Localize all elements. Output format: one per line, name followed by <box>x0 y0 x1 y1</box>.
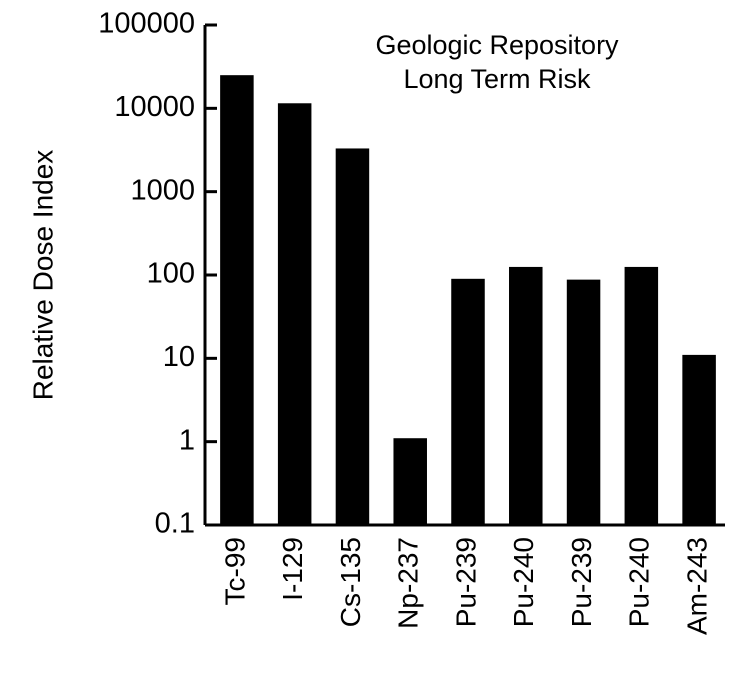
bar <box>509 266 543 525</box>
y-tick-label: 10000 <box>114 91 195 123</box>
x-tick-label: Pu-239 <box>450 537 481 627</box>
y-tick-label: 10 <box>163 341 195 373</box>
bar <box>566 279 601 525</box>
bar <box>393 438 427 525</box>
bar <box>624 266 659 525</box>
y-tick-label: 100 <box>147 258 195 290</box>
x-tick-label: Pu-240 <box>624 537 655 627</box>
x-tick-label: Tc-99 <box>219 537 250 605</box>
y-axis-label: Relative Dose Index <box>27 150 58 401</box>
bar <box>335 148 370 526</box>
x-tick-label: Pu-239 <box>566 537 597 627</box>
y-tick-label: 1000 <box>130 174 195 206</box>
bar <box>451 278 485 525</box>
y-tick-label: 100000 <box>98 8 195 40</box>
x-tick-label: Pu-240 <box>508 537 539 627</box>
y-tick-label: 0.1 <box>155 508 195 540</box>
x-tick-label: Np-237 <box>393 537 424 629</box>
chart-title-line: Geologic Repository <box>375 30 619 60</box>
x-tick-label: Am-243 <box>682 537 713 635</box>
y-tick-label: 1 <box>179 424 195 456</box>
bar <box>220 75 254 526</box>
bar <box>682 354 716 525</box>
x-tick-label: Cs-135 <box>335 537 366 627</box>
chart-title-line: Long Term Risk <box>403 64 591 94</box>
x-tick-label: I-129 <box>277 537 308 601</box>
bar <box>277 103 312 525</box>
